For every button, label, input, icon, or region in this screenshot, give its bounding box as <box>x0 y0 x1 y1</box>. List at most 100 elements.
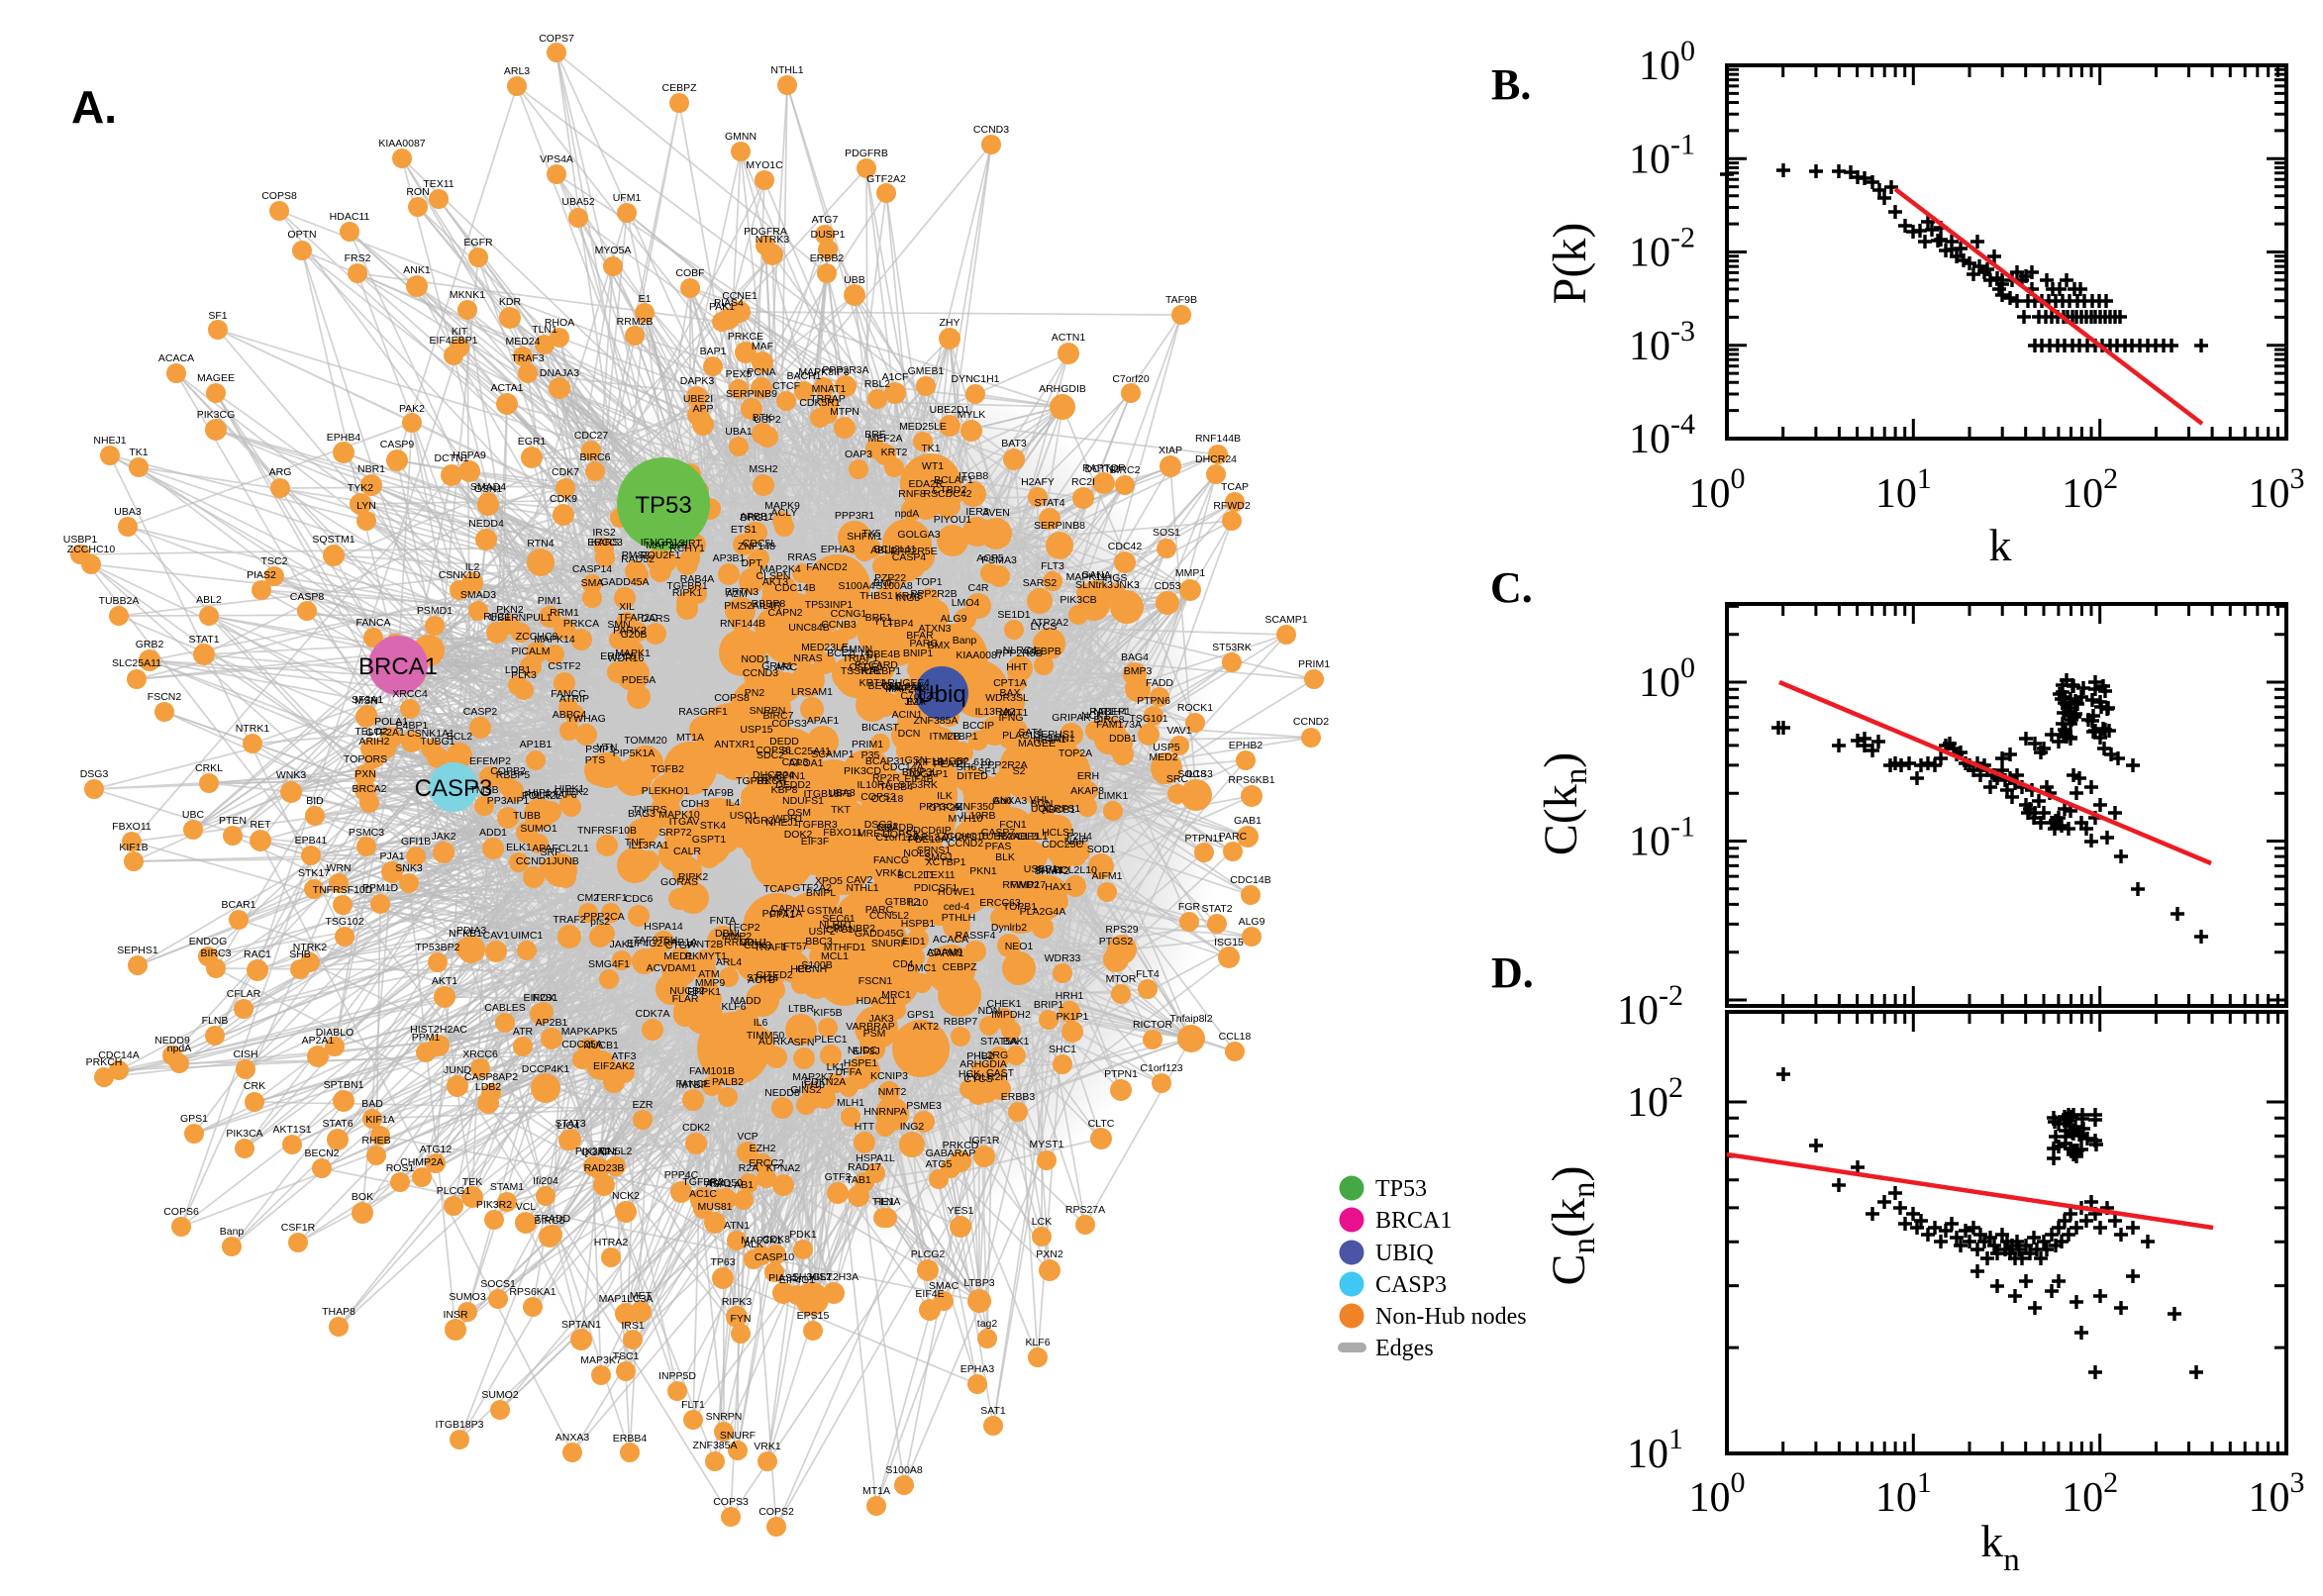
svg-text:STK4: STK4 <box>700 820 726 832</box>
svg-text:HSPB1: HSPB1 <box>901 918 936 930</box>
svg-text:CSF1R: CSF1R <box>281 1222 316 1234</box>
svg-text:WRN: WRN <box>326 862 351 874</box>
svg-text:RIPK2: RIPK2 <box>678 871 709 883</box>
svg-text:OSM: OSM <box>787 807 811 819</box>
svg-text:GRB2: GRB2 <box>136 639 164 650</box>
svg-text:USBP1: USBP1 <box>1024 863 1059 875</box>
svg-text:NAIP: NAIP <box>1064 836 1089 848</box>
svg-text:D.: D. <box>1491 948 1534 997</box>
svg-text:INSR: INSR <box>443 1309 468 1321</box>
svg-text:IFI16: IFI16 <box>801 1079 825 1091</box>
svg-text:BICAST: BICAST <box>861 722 900 734</box>
svg-text:Ubiq: Ubiq <box>917 681 965 708</box>
svg-text:PPP2R2A: PPP2R2A <box>980 759 1027 771</box>
svg-text:GTF2A2: GTF2A2 <box>792 882 832 894</box>
svg-text:USP15: USP15 <box>740 724 772 736</box>
svg-text:TOP1: TOP1 <box>915 576 942 588</box>
svg-text:MAF: MAF <box>752 341 773 352</box>
svg-text:ALG9: ALG9 <box>1239 916 1265 928</box>
svg-text:WDR16: WDR16 <box>608 652 645 664</box>
svg-text:CDC25A: CDC25A <box>561 1039 602 1050</box>
svg-text:ARL4: ARL4 <box>716 956 742 968</box>
svg-text:SNURF: SNURF <box>720 1430 756 1442</box>
svg-text:CDC14B: CDC14B <box>1230 874 1270 886</box>
svg-text:MLH1: MLH1 <box>837 1097 864 1109</box>
svg-text:MYO5A: MYO5A <box>595 245 632 256</box>
svg-text:NFKB1: NFKB1 <box>449 928 482 940</box>
svg-text:RASSF4: RASSF4 <box>956 930 996 942</box>
svg-text:RAC1: RAC1 <box>244 948 271 960</box>
svg-text:GTF2: GTF2 <box>825 1171 852 1183</box>
svg-text:DNAJA3: DNAJA3 <box>540 367 579 379</box>
svg-text:DCCP4K1: DCCP4K1 <box>522 1063 570 1075</box>
svg-text:STAT1: STAT1 <box>188 634 219 646</box>
svg-text:PTHLH: PTHLH <box>942 912 975 924</box>
svg-text:NOL3: NOL3 <box>903 848 931 859</box>
svg-text:SPIN1: SPIN1 <box>775 770 806 782</box>
svg-text:XPO5: XPO5 <box>815 875 843 887</box>
svg-text:EIF4G2: EIF4G2 <box>627 938 662 949</box>
svg-text:PSM: PSM <box>863 1028 886 1040</box>
svg-text:PN2: PN2 <box>745 687 765 699</box>
svg-text:BACH1: BACH1 <box>786 370 821 382</box>
svg-text:JUNB: JUNB <box>552 855 578 867</box>
svg-text:XIL: XIL <box>619 601 635 613</box>
svg-text:CABLES: CABLES <box>484 1002 525 1014</box>
svg-text:BIRC6: BIRC6 <box>580 451 611 463</box>
svg-text:UBE2I: UBE2I <box>683 393 713 405</box>
svg-text:RBL2: RBL2 <box>864 378 890 390</box>
svg-text:CASP4: CASP4 <box>892 551 927 563</box>
svg-text:STAT5A: STAT5A <box>980 1036 1018 1047</box>
svg-text:LTBP4: LTBP4 <box>882 618 913 630</box>
svg-text:TRAF3: TRAF3 <box>511 352 544 364</box>
svg-text:C7orf20: C7orf20 <box>1112 373 1150 385</box>
svg-text:pfs2: pfs2 <box>590 916 610 928</box>
svg-text:CDC27: CDC27 <box>574 430 609 442</box>
svg-text:CYC1: CYC1 <box>826 924 854 936</box>
svg-text:DSG3: DSG3 <box>864 819 893 831</box>
svg-text:QGAP4: QGAP4 <box>581 1147 617 1158</box>
svg-text:RFC1: RFC1 <box>483 611 511 623</box>
svg-text:CDC6: CDC6 <box>625 893 654 905</box>
svg-text:PTGS2: PTGS2 <box>1099 936 1134 948</box>
svg-text:PXN2: PXN2 <box>1036 1248 1063 1260</box>
svg-text:RAD23B: RAD23B <box>584 1162 625 1174</box>
svg-text:LYN: LYN <box>356 500 376 512</box>
svg-text:TUBB2A: TUBB2A <box>980 831 1021 843</box>
svg-text:CSNK1D: CSNK1D <box>439 569 481 581</box>
svg-text:POLR2H: POLR2H <box>966 1071 1008 1083</box>
svg-text:PTPN1: PTPN1 <box>1104 1068 1138 1080</box>
svg-text:KIT: KIT <box>452 326 468 338</box>
svg-text:GTBP2: GTBP2 <box>885 896 920 908</box>
svg-text:S2: S2 <box>1013 765 1026 777</box>
svg-text:HCLS1: HCLS1 <box>1042 827 1075 839</box>
svg-text:RNF144B: RNF144B <box>1195 433 1241 445</box>
svg-text:H2AFY: H2AFY <box>1021 476 1055 488</box>
svg-text:ACLY: ACLY <box>771 507 798 519</box>
svg-text:ZNF148: ZNF148 <box>738 541 775 552</box>
svg-text:RTN4: RTN4 <box>527 538 554 549</box>
svg-text:FANCA: FANCA <box>355 617 390 629</box>
svg-text:SH3GL2: SH3GL2 <box>792 1271 832 1283</box>
svg-text:S100A8: S100A8 <box>885 1464 923 1476</box>
svg-text:RIPK3: RIPK3 <box>722 1296 753 1308</box>
svg-text:RNF144B: RNF144B <box>720 618 765 630</box>
svg-text:TUBB4: TUBB4 <box>879 781 913 793</box>
svg-text:EIF4E: EIF4E <box>915 1288 944 1300</box>
svg-text:IL10RA: IL10RA <box>857 779 891 791</box>
svg-text:NTRK3: NTRK3 <box>756 234 790 246</box>
svg-text:F2H4: F2H4 <box>1066 831 1092 843</box>
svg-text:IL6: IL6 <box>754 1017 768 1029</box>
svg-text:CRADD: CRADD <box>876 822 914 834</box>
svg-text:RALBP1: RALBP1 <box>861 665 901 677</box>
svg-text:TMSB: TMSB <box>469 784 498 796</box>
svg-text:PDE5A: PDE5A <box>622 674 656 686</box>
svg-text:ERCC63: ERCC63 <box>979 897 1021 909</box>
svg-text:TOPORS: TOPORS <box>344 753 387 765</box>
svg-text:MET: MET <box>630 1290 653 1302</box>
svg-text:APAF1: APAF1 <box>807 715 840 727</box>
svg-text:FLT3: FLT3 <box>1041 560 1064 572</box>
svg-text:MED24: MED24 <box>505 336 540 348</box>
svg-text:AIFM1: AIFM1 <box>1092 870 1123 882</box>
svg-text:GTF2H: GTF2H <box>929 802 962 814</box>
